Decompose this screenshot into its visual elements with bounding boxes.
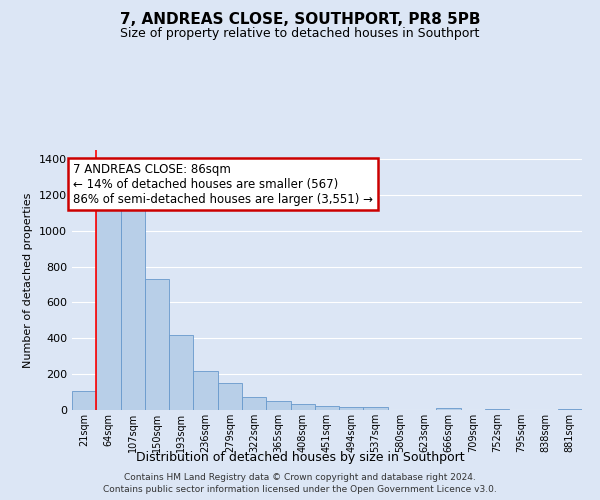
Text: Contains HM Land Registry data © Crown copyright and database right 2024.: Contains HM Land Registry data © Crown c… [124, 473, 476, 482]
Bar [121, 202, 145, 410]
Bar [485, 409, 509, 410]
Bar [266, 401, 290, 410]
Bar [558, 409, 582, 410]
Text: Distribution of detached houses by size in Southport: Distribution of detached houses by size … [136, 451, 464, 464]
Bar [242, 396, 266, 410]
Bar [145, 279, 169, 410]
Bar [169, 334, 193, 410]
Bar [72, 391, 96, 410]
Bar [290, 404, 315, 410]
Text: 7, ANDREAS CLOSE, SOUTHPORT, PR8 5PB: 7, ANDREAS CLOSE, SOUTHPORT, PR8 5PB [120, 12, 480, 28]
Bar [364, 408, 388, 410]
Text: Size of property relative to detached houses in Southport: Size of property relative to detached ho… [121, 28, 479, 40]
Bar [218, 383, 242, 410]
Y-axis label: Number of detached properties: Number of detached properties [23, 192, 34, 368]
Bar [96, 202, 121, 410]
Text: Contains public sector information licensed under the Open Government Licence v3: Contains public sector information licen… [103, 486, 497, 494]
Bar [315, 406, 339, 410]
Text: 7 ANDREAS CLOSE: 86sqm
← 14% of detached houses are smaller (567)
86% of semi-de: 7 ANDREAS CLOSE: 86sqm ← 14% of detached… [73, 162, 373, 206]
Bar [193, 370, 218, 410]
Bar [339, 408, 364, 410]
Bar [436, 408, 461, 410]
